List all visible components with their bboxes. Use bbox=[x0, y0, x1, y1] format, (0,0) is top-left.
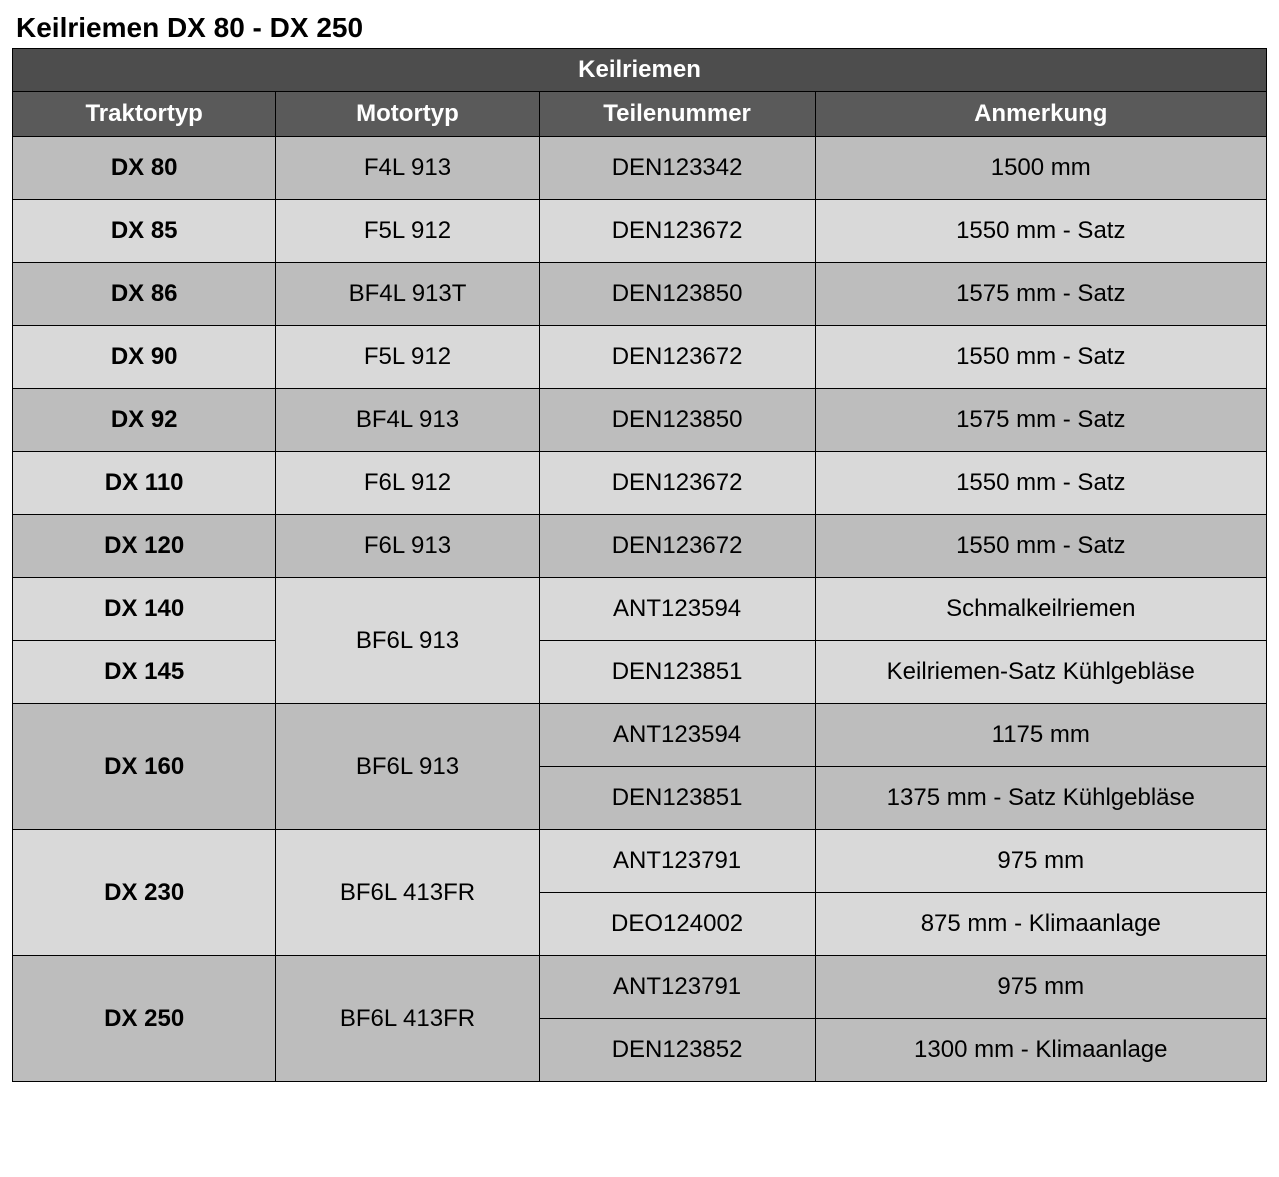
cell-teilenummer: DEN123672 bbox=[539, 326, 815, 389]
cell-teilenummer: DEN123851 bbox=[539, 641, 815, 704]
cell-anmerkung: Schmalkeilriemen bbox=[815, 578, 1266, 641]
cell-motortyp: BF4L 913T bbox=[276, 263, 539, 326]
cell-teilenummer: DEN123342 bbox=[539, 137, 815, 200]
cell-traktortyp: DX 86 bbox=[13, 263, 276, 326]
cell-teilenummer: ANT123791 bbox=[539, 830, 815, 893]
cell-anmerkung: 1500 mm bbox=[815, 137, 1266, 200]
cell-motortyp: BF6L 413FR bbox=[276, 956, 539, 1082]
table-row: DX 80F4L 913DEN1233421500 mm bbox=[13, 137, 1267, 200]
cell-teilenummer: DEN123852 bbox=[539, 1019, 815, 1082]
cell-motortyp: F4L 913 bbox=[276, 137, 539, 200]
cell-teilenummer: ANT123791 bbox=[539, 956, 815, 1019]
table-row: DX 92BF4L 913DEN1238501575 mm - Satz bbox=[13, 389, 1267, 452]
col-header-traktortyp: Traktortyp bbox=[13, 92, 276, 137]
page-title: Keilriemen DX 80 - DX 250 bbox=[16, 12, 1267, 44]
cell-traktortyp: DX 85 bbox=[13, 200, 276, 263]
cell-traktortyp: DX 145 bbox=[13, 641, 276, 704]
table-row: DX 120F6L 913DEN1236721550 mm - Satz bbox=[13, 515, 1267, 578]
keilriemen-table: Keilriemen Traktortyp Motortyp Teilenumm… bbox=[12, 48, 1267, 1082]
cell-motortyp: BF4L 913 bbox=[276, 389, 539, 452]
cell-anmerkung: 1550 mm - Satz bbox=[815, 200, 1266, 263]
cell-teilenummer: DEO124002 bbox=[539, 893, 815, 956]
cell-anmerkung: 1375 mm - Satz Kühlgebläse bbox=[815, 767, 1266, 830]
table-row: DX 145 DEN123851Keilriemen-Satz Kühlgeblä… bbox=[13, 641, 1267, 704]
table-header-main: Keilriemen bbox=[13, 49, 1267, 92]
cell-traktortyp: DX 230 bbox=[13, 830, 276, 956]
cell-teilenummer: DEN123672 bbox=[539, 200, 815, 263]
cell-motortyp: F5L 912 bbox=[276, 200, 539, 263]
table-row: DX 230BF6L 413FRANT123791975 mm bbox=[13, 830, 1267, 893]
cell-traktortyp: DX 250 bbox=[13, 956, 276, 1082]
cell-anmerkung: 1550 mm - Satz bbox=[815, 515, 1266, 578]
cell-anmerkung: 1300 mm - Klimaanlage bbox=[815, 1019, 1266, 1082]
cell-teilenummer: ANT123594 bbox=[539, 578, 815, 641]
cell-motortyp: F5L 912 bbox=[276, 326, 539, 389]
cell-motortyp: F6L 912 bbox=[276, 452, 539, 515]
cell-traktortyp: DX 160 bbox=[13, 704, 276, 830]
table-row: DX 90F5L 912DEN1236721550 mm - Satz bbox=[13, 326, 1267, 389]
cell-anmerkung: 1575 mm - Satz bbox=[815, 263, 1266, 326]
cell-anmerkung: 1175 mm bbox=[815, 704, 1266, 767]
col-header-teilenummer: Teilenummer bbox=[539, 92, 815, 137]
table-body: DX 80F4L 913DEN1233421500 mmDX 85F5L 912… bbox=[13, 137, 1267, 1082]
cell-anmerkung: 1550 mm - Satz bbox=[815, 452, 1266, 515]
col-header-motortyp: Motortyp bbox=[276, 92, 539, 137]
table-row: DX 85F5L 912DEN1236721550 mm - Satz bbox=[13, 200, 1267, 263]
cell-anmerkung: 875 mm - Klimaanlage bbox=[815, 893, 1266, 956]
table-row: DX 160BF6L 913ANT1235941175 mm bbox=[13, 704, 1267, 767]
cell-teilenummer: DEN123672 bbox=[539, 452, 815, 515]
col-header-anmerkung: Anmerkung bbox=[815, 92, 1266, 137]
table-row: DX 140BF6L 913ANT123594Schmalkeilriemen bbox=[13, 578, 1267, 641]
cell-traktortyp: DX 90 bbox=[13, 326, 276, 389]
cell-motortyp: BF6L 913 bbox=[276, 578, 539, 704]
cell-anmerkung: 1550 mm - Satz bbox=[815, 326, 1266, 389]
cell-anmerkung: 975 mm bbox=[815, 830, 1266, 893]
cell-anmerkung: Keilriemen-Satz Kühlgebläse bbox=[815, 641, 1266, 704]
cell-motortyp: F6L 913 bbox=[276, 515, 539, 578]
cell-anmerkung: 1575 mm - Satz bbox=[815, 389, 1266, 452]
cell-teilenummer: DEN123851 bbox=[539, 767, 815, 830]
table-row: DX 110F6L 912DEN1236721550 mm - Satz bbox=[13, 452, 1267, 515]
cell-anmerkung: 975 mm bbox=[815, 956, 1266, 1019]
cell-traktortyp: DX 110 bbox=[13, 452, 276, 515]
cell-teilenummer: DEN123850 bbox=[539, 263, 815, 326]
table-row: DX 86BF4L 913TDEN1238501575 mm - Satz bbox=[13, 263, 1267, 326]
cell-teilenummer: ANT123594 bbox=[539, 704, 815, 767]
table-row: DX 250BF6L 413FRANT123791975 mm bbox=[13, 956, 1267, 1019]
cell-traktortyp: DX 120 bbox=[13, 515, 276, 578]
cell-teilenummer: DEN123850 bbox=[539, 389, 815, 452]
cell-teilenummer: DEN123672 bbox=[539, 515, 815, 578]
cell-traktortyp: DX 140 bbox=[13, 578, 276, 641]
cell-traktortyp: DX 92 bbox=[13, 389, 276, 452]
cell-motortyp: BF6L 913 bbox=[276, 704, 539, 830]
cell-motortyp: BF6L 413FR bbox=[276, 830, 539, 956]
cell-traktortyp: DX 80 bbox=[13, 137, 276, 200]
